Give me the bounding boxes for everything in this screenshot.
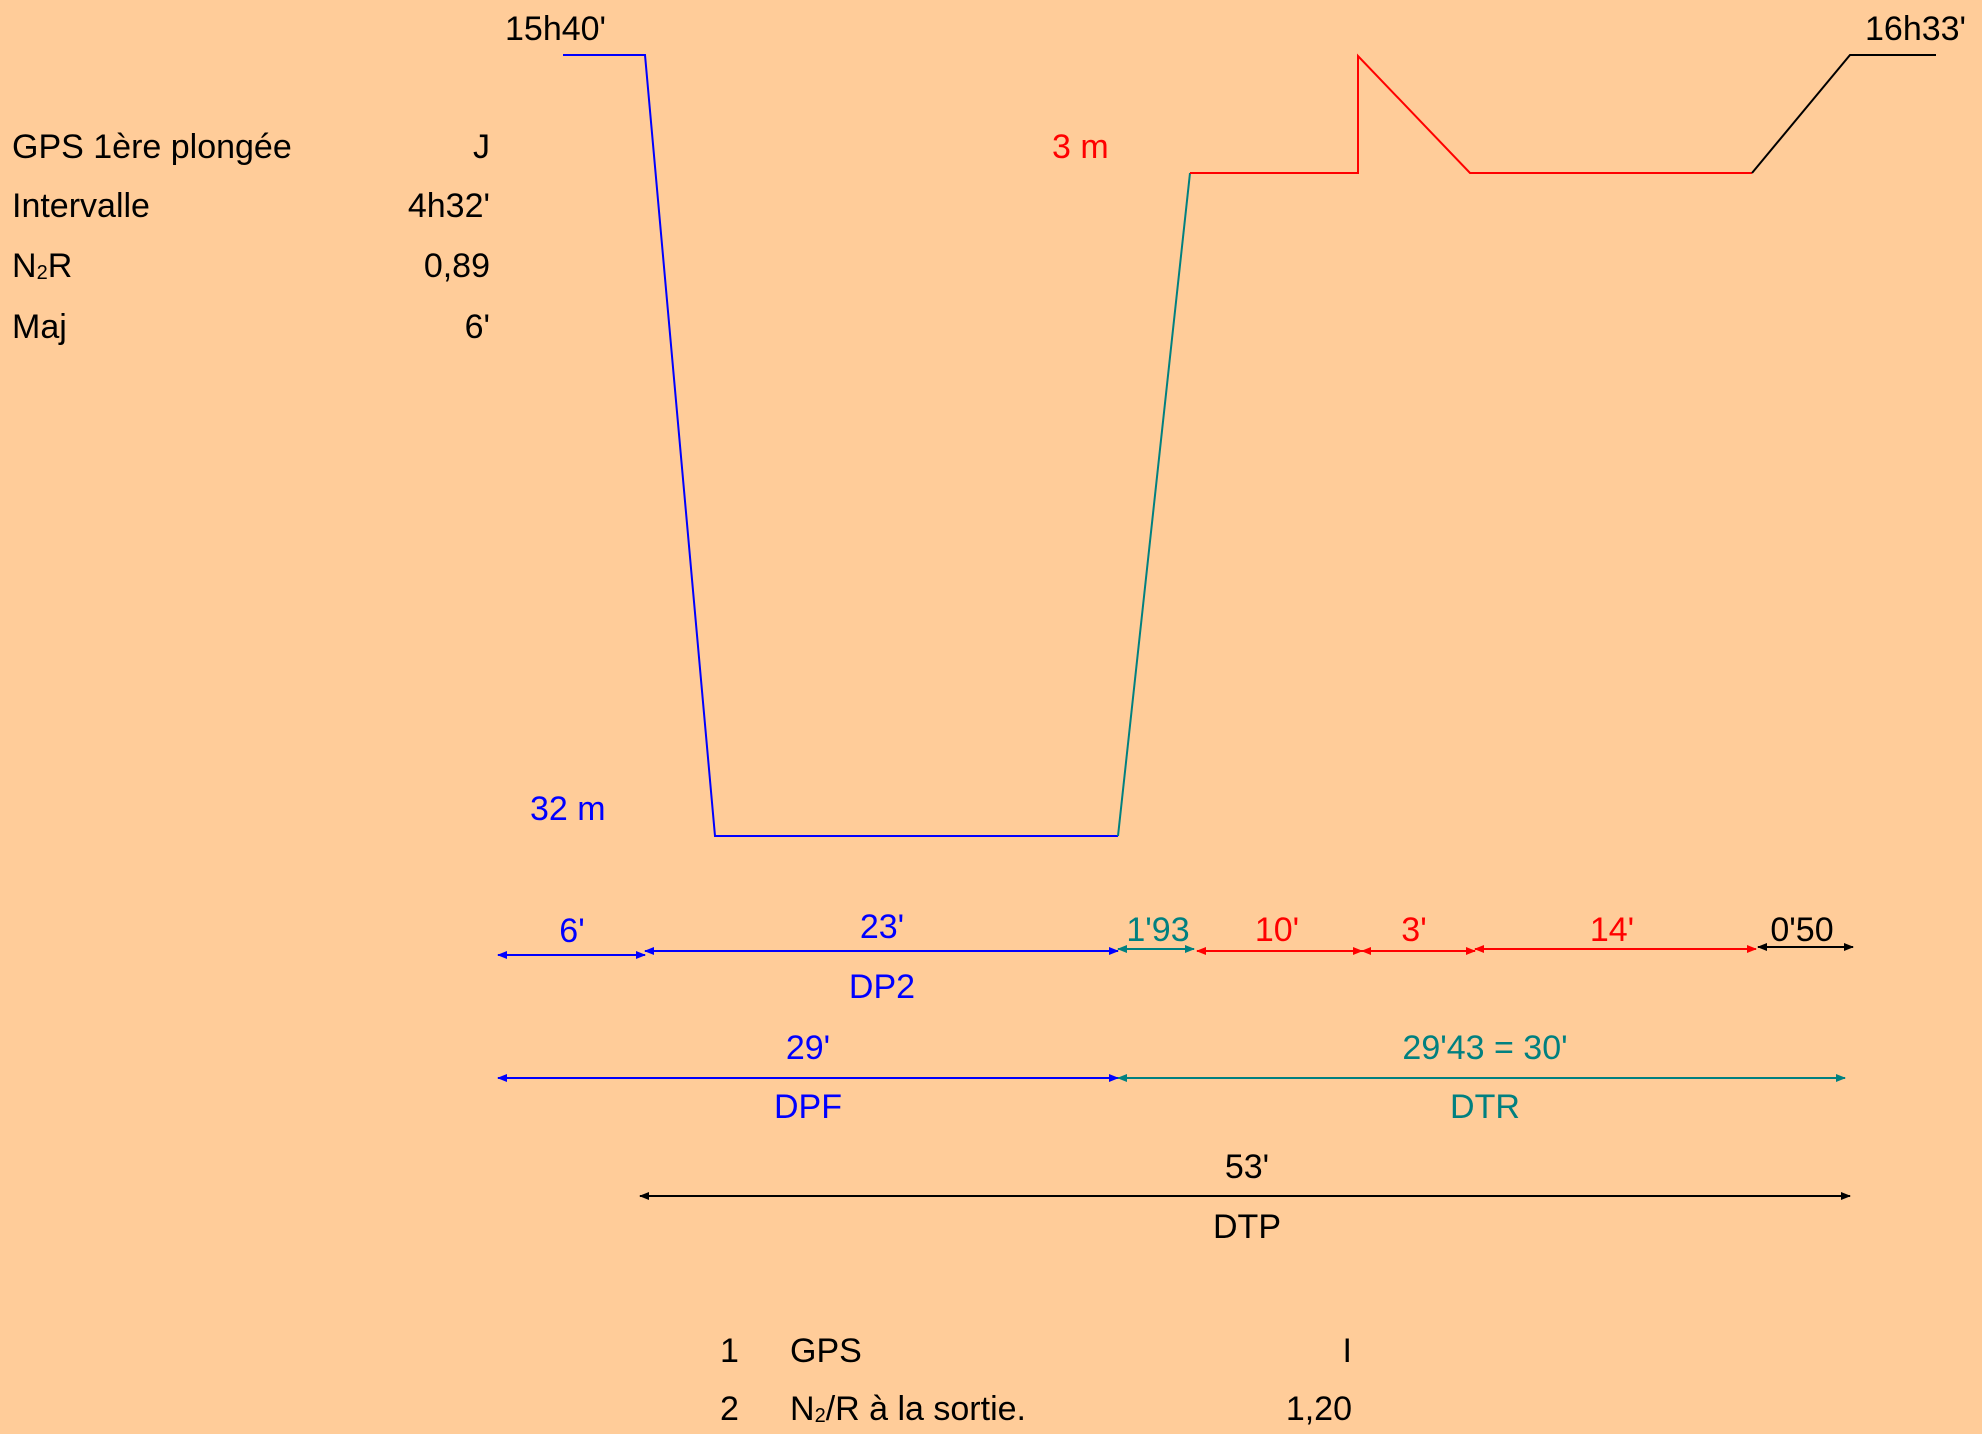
profile-descent-line bbox=[563, 54, 1118, 837]
label-dp2: DP2 bbox=[849, 968, 915, 1006]
label-descent: 6' bbox=[559, 912, 584, 950]
segment-arrows bbox=[497, 943, 1854, 959]
results-list: 1 GPS I 2 N2/R à la sortie. 1,20 bbox=[720, 1332, 1352, 1428]
info-value-n2r: 0,89 bbox=[424, 247, 490, 285]
result-value-n2r: 1,20 bbox=[1286, 1390, 1352, 1428]
info-label-maj: Maj bbox=[12, 308, 67, 346]
label-dtr-value: 29'43 = 30' bbox=[1402, 1029, 1567, 1067]
result-label-n2r: N2/R à la sortie. bbox=[790, 1390, 1026, 1428]
label-bottom: 23' bbox=[860, 908, 904, 946]
label-stop: 10' bbox=[1255, 911, 1299, 949]
dive-info-block: GPS 1ère plongée J Intervalle 4h32' N2R … bbox=[12, 128, 490, 346]
result-value-gps: I bbox=[1343, 1332, 1352, 1370]
label-dpf-value: 29' bbox=[786, 1029, 830, 1067]
label-dpf: DPF bbox=[774, 1088, 842, 1126]
result-label-gps: GPS bbox=[790, 1332, 862, 1370]
info-label-interval: Intervalle bbox=[12, 187, 150, 225]
label-dtp: DTP bbox=[1213, 1208, 1281, 1246]
label-reimmersion: 3' bbox=[1401, 911, 1426, 949]
label-dtp-value: 53' bbox=[1225, 1148, 1269, 1186]
dive-profile bbox=[563, 53, 1936, 837]
label-dtr: DTR bbox=[1450, 1088, 1520, 1126]
result-num-2: 2 bbox=[720, 1390, 739, 1428]
label-surface: 0'50 bbox=[1770, 911, 1833, 949]
stop-depth-label: 3 m bbox=[1052, 128, 1109, 166]
bottom-depth-label: 32 m bbox=[530, 790, 606, 828]
start-time-label: 15h40' bbox=[505, 10, 606, 48]
profile-ascent-line bbox=[1117, 172, 1191, 837]
info-value-gps: J bbox=[473, 128, 490, 166]
end-time-label: 16h33' bbox=[1865, 10, 1966, 48]
profile-stop-line bbox=[1190, 53, 1752, 174]
label-ascent: 1'93 bbox=[1126, 911, 1189, 949]
label-stop2: 14' bbox=[1590, 911, 1634, 949]
info-label-n2r: N2R bbox=[12, 247, 72, 285]
info-value-maj: 6' bbox=[465, 308, 490, 346]
result-num-1: 1 bbox=[720, 1332, 739, 1370]
info-label-gps: GPS 1ère plongée bbox=[12, 128, 292, 166]
info-value-interval: 4h32' bbox=[408, 187, 490, 225]
profile-surface-line bbox=[1751, 54, 1936, 174]
